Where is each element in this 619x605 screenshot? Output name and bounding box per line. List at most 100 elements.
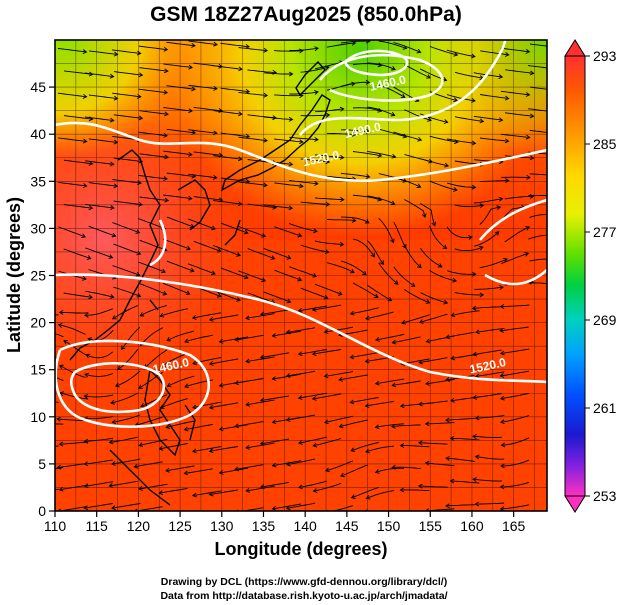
streamline	[238, 136, 268, 142]
streamline	[479, 137, 509, 142]
streamline	[341, 129, 370, 133]
streamline-arrowhead	[165, 467, 170, 473]
streamline	[85, 247, 113, 259]
y-tick-label: 30	[30, 220, 46, 236]
streamline-arrowhead	[81, 275, 87, 281]
streamline	[403, 289, 430, 304]
streamline	[84, 481, 114, 487]
streamline-arrowhead	[349, 399, 355, 405]
streamline	[404, 199, 426, 218]
streamline-arrowhead	[245, 358, 250, 364]
streamline	[419, 313, 448, 323]
streamline-arrowhead	[188, 151, 193, 157]
coastlines	[69, 60, 331, 506]
streamline	[529, 214, 547, 218]
streamline-arrowhead	[312, 488, 318, 493]
streamline-arrowhead	[431, 221, 437, 227]
streamline	[479, 180, 509, 182]
streamline	[192, 401, 222, 409]
streamline-arrowhead	[324, 249, 330, 255]
streamline	[138, 261, 166, 273]
streamline	[338, 374, 368, 381]
contour-1520-west	[149, 219, 167, 267]
streamline	[85, 116, 114, 121]
streamline-arrowhead	[339, 106, 345, 112]
streamline-arrowhead	[377, 152, 383, 158]
streamline-arrowhead	[424, 421, 430, 427]
streamline	[429, 270, 457, 282]
streamline-arrowhead	[30, 491, 34, 495]
streamline-arrowhead	[271, 419, 277, 425]
streamline-arrowhead	[468, 235, 473, 240]
streamline-arrowhead	[31, 348, 35, 352]
streamline-arrowhead	[362, 270, 367, 276]
streamline-arrowhead	[474, 415, 480, 421]
streamline	[184, 423, 213, 431]
streamline-arrowhead	[311, 307, 317, 312]
streamline	[88, 182, 118, 187]
streamline-arrowhead	[418, 319, 424, 324]
streamline-arrowhead	[325, 159, 331, 165]
streamline	[529, 258, 547, 262]
streamline-arrowhead	[338, 423, 344, 429]
streamline-arrowhead	[391, 464, 396, 470]
streamline-arrowhead	[391, 382, 397, 388]
streamline-arrowhead	[499, 350, 505, 356]
streamline-arrowhead	[554, 213, 558, 217]
streamline-arrowhead	[555, 45, 559, 49]
streamline-arrowhead	[237, 201, 243, 207]
streamline-arrowhead	[365, 495, 371, 500]
streamline	[57, 463, 86, 469]
streamline	[447, 270, 476, 275]
streamline-arrowhead	[529, 113, 535, 119]
streamline	[446, 457, 475, 462]
streamline-arrowhead	[325, 112, 331, 118]
contour-1460-typhoon-outer	[55, 339, 211, 428]
streamline-arrowhead	[555, 257, 559, 261]
streamline	[58, 324, 86, 335]
streamline-arrowhead	[312, 442, 318, 448]
streamline	[367, 150, 396, 158]
streamline	[375, 423, 405, 428]
streamline-arrowhead	[553, 283, 557, 287]
streamline-arrowhead	[117, 365, 122, 370]
streamline	[326, 219, 356, 222]
streamline-arrowhead	[472, 434, 477, 439]
streamline	[367, 284, 392, 302]
streamline-arrowhead	[445, 334, 450, 340]
streamline-arrowhead	[87, 337, 93, 342]
streamline	[272, 373, 301, 380]
streamline-arrowhead	[285, 417, 291, 422]
streamline-arrowhead	[191, 86, 196, 92]
streamline-arrowhead	[299, 183, 304, 189]
streamline	[300, 244, 329, 253]
y-tick-label: 40	[30, 126, 46, 142]
streamline	[57, 418, 86, 422]
streamline-arrowhead	[138, 384, 143, 389]
streamline-arrowhead	[83, 505, 89, 511]
streamline	[235, 421, 264, 427]
streamline-arrowhead	[350, 447, 356, 453]
streamline	[112, 49, 141, 54]
credit-drawing: Drawing by DCL (https://www.gfd-dennou.o…	[161, 576, 447, 588]
streamline-arrowhead	[529, 155, 535, 161]
streamline	[500, 304, 530, 308]
streamline	[247, 203, 277, 209]
streamline	[528, 194, 547, 197]
streamline-arrowhead	[58, 364, 64, 370]
streamline	[234, 464, 264, 470]
streamline	[404, 64, 431, 79]
streamline-arrowhead	[163, 46, 169, 52]
streamline	[474, 198, 503, 204]
streamline	[300, 158, 330, 163]
streamline	[84, 308, 113, 316]
streamline-arrowhead	[82, 138, 88, 144]
streamline	[159, 487, 188, 494]
streamline-arrowhead	[56, 464, 62, 470]
streamline-arrowhead	[83, 438, 89, 444]
x-tick-label: 135	[252, 518, 276, 534]
streamline	[473, 393, 502, 399]
streamline-arrowhead	[271, 376, 277, 381]
streamline-arrowhead	[499, 285, 504, 290]
streamline-arrowhead	[139, 312, 145, 317]
